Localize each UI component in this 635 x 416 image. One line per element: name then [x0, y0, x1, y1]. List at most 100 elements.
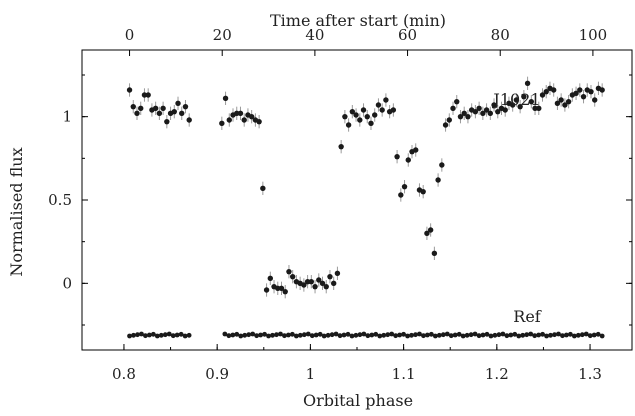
x-tick-label: 0.8 [112, 365, 136, 383]
ref-data-point [548, 332, 553, 338]
ref-data-point [341, 332, 347, 338]
ref-data-point [147, 332, 152, 338]
j1021-data-point [301, 282, 307, 288]
j1021-data-point [248, 113, 255, 120]
j1021-data-point [543, 88, 549, 95]
j1021-data-point [394, 153, 400, 160]
j1021-data-point [186, 117, 192, 123]
axis-ticks: 0.8 0.9 1 1.1 1.2 1.3 0 20 40 60 80 100 0 0.5 1 [48, 26, 632, 383]
ref-data-point [131, 332, 136, 338]
ref-data-point [448, 333, 454, 339]
j1021-data-point [509, 102, 516, 108]
ref-data-point [238, 333, 244, 339]
ref-data-point [222, 331, 228, 337]
j1021-data-point [256, 118, 262, 125]
ref-data-point [162, 332, 168, 338]
ref-data-point [575, 332, 581, 338]
ref-data-point [154, 333, 160, 339]
j1021-data-point [141, 92, 148, 98]
ref-data-point [174, 332, 180, 338]
ref-data-point [428, 331, 434, 337]
j1021-data-point [383, 97, 389, 103]
j1021-data-point [360, 107, 367, 113]
ref-data-point [377, 333, 383, 339]
ref-data-point [349, 333, 355, 339]
ref-data-point [301, 332, 307, 338]
ref-data-point [587, 333, 593, 339]
ref-data-point [456, 331, 462, 337]
ref-data-point [345, 331, 351, 337]
ref-data-point [567, 331, 573, 337]
j1021-data-point [289, 273, 296, 280]
ref-data-point [472, 331, 478, 337]
j1021-data-point [342, 113, 348, 120]
j1021-data-point [390, 107, 397, 113]
j1021-data-point [357, 117, 363, 123]
j1021-data-point [234, 110, 240, 117]
j1021-data-point [160, 105, 166, 112]
j1021-data-point [454, 98, 460, 105]
j1021-data-point [580, 93, 587, 100]
ref-data-point [337, 333, 343, 339]
ref-data-point [389, 331, 395, 337]
ref-data-point [571, 333, 577, 339]
ref-data-point [591, 332, 597, 338]
j1021-data-point [286, 268, 292, 275]
j1021-data-point [461, 110, 467, 117]
j1021-data-point [558, 97, 564, 103]
j1021-series-label: J1021 [491, 90, 540, 109]
j1021-data-point [528, 98, 535, 105]
ref-data-point [413, 332, 418, 338]
j1021-data-point [241, 117, 247, 123]
y-tick-label: 1 [62, 108, 72, 126]
top-x-tick-label: 0 [125, 26, 135, 44]
j1021-data-point [334, 270, 341, 277]
ref-data-point [476, 333, 482, 339]
ref-data-point [369, 332, 375, 338]
top-x-axis-label: Time after start (min) [270, 11, 446, 30]
ref-data-point [226, 333, 232, 339]
j1021-data-point [476, 105, 482, 112]
j1021-data-point [487, 110, 494, 117]
ref-data-point [186, 332, 192, 338]
ref-data-point [289, 331, 295, 337]
ref-data-point [595, 331, 601, 337]
ref-data-point [246, 332, 252, 338]
j1021-data-point [263, 287, 270, 293]
ref-data-point [464, 332, 470, 338]
ref-data-point [460, 333, 466, 339]
j1021-data-point [138, 105, 144, 112]
top-x-tick-label: 40 [305, 26, 324, 44]
ref-data-point [178, 331, 184, 337]
j1021-data-point [401, 183, 408, 190]
j1021-data-point [179, 110, 185, 117]
j1021-data-point [152, 105, 159, 112]
j1021-data-point [349, 108, 356, 115]
ref-data-point [452, 332, 458, 338]
j1021-data-point [413, 147, 419, 153]
j1021-data-point [599, 87, 605, 93]
ref-data-point [365, 333, 371, 339]
j1021-data-point [502, 107, 508, 113]
ref-data-point [436, 332, 442, 338]
ref-data-point [274, 332, 279, 338]
j1021-data-point [577, 87, 583, 93]
j1021-data-point [304, 278, 311, 285]
j1021-data-point [145, 92, 151, 98]
ref-data-point [325, 332, 331, 338]
ref-data-point [278, 331, 283, 337]
ref-data-point [361, 331, 367, 337]
j1021-data-point [442, 122, 449, 128]
j1021-data-point [379, 107, 385, 113]
ref-data-point [544, 333, 549, 339]
ref-data-point [321, 333, 327, 339]
j1021-data-point [237, 110, 244, 117]
top-x-tick-label: 100 [579, 26, 608, 44]
ref-data-point [270, 332, 275, 338]
j1021-data-point [319, 280, 326, 287]
ref-data-point [425, 332, 430, 338]
j1021-data-point [226, 117, 232, 123]
ref-data-point [440, 332, 446, 338]
ref-data-point [528, 331, 534, 337]
x-tick-label: 1.3 [578, 365, 602, 383]
